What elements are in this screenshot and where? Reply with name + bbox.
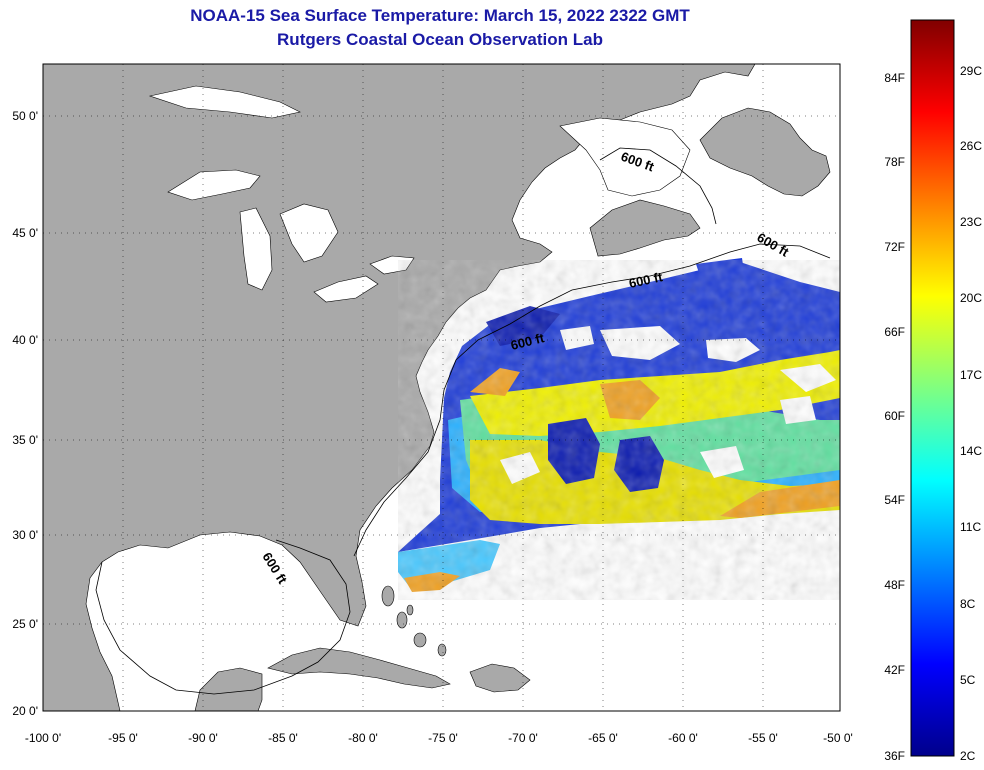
map-subtitle: Rutgers Coastal Ocean Observation Lab — [277, 30, 603, 49]
colorbar-c-label: 8C — [960, 597, 976, 611]
colorbar-fahrenheit-labels: 36F 42F 48F 54F 60F 66F 72F 78F 84F — [884, 71, 905, 763]
lon-tick-label: -55 0' — [748, 731, 778, 745]
colorbar-c-label: 23C — [960, 215, 982, 229]
colorbar-c-label: 14C — [960, 444, 982, 458]
colorbar — [910, 19, 955, 757]
lon-tick-label: -70 0' — [508, 731, 538, 745]
colorbar-f-label: 66F — [884, 325, 905, 339]
colorbar-f-label: 42F — [884, 663, 905, 677]
colorbar-f-label: 78F — [884, 155, 905, 169]
lon-tick-label: -65 0' — [588, 731, 618, 745]
colorbar-f-label: 84F — [884, 71, 905, 85]
lat-tick-label: 40 0' — [12, 333, 38, 347]
lat-tick-label: 20 0' — [12, 704, 38, 718]
colorbar-c-label: 11C — [960, 520, 981, 534]
lon-tick-label: -95 0' — [108, 731, 138, 745]
lon-tick-label: -100 0' — [25, 731, 61, 745]
bahamas-islands — [381, 585, 447, 657]
land-newfoundland — [699, 107, 831, 197]
lat-tick-label: 45 0' — [12, 226, 38, 240]
colorbar-f-label: 36F — [884, 749, 905, 763]
lat-tick-label: 35 0' — [12, 433, 38, 447]
lat-lon-grid — [43, 64, 840, 711]
lon-tick-label: -80 0' — [348, 731, 378, 745]
colorbar-f-label: 72F — [884, 240, 905, 254]
map-title: NOAA-15 Sea Surface Temperature: March 1… — [190, 6, 690, 25]
colorbar-f-label: 48F — [884, 578, 905, 592]
lat-axis: 20 0' 25 0' 30 0' 35 0' 40 0' 45 0' 50 0… — [12, 109, 38, 718]
isobath-label-georges: 600 ft — [628, 269, 665, 291]
land-nova-scotia — [589, 199, 701, 257]
land-hispaniola — [469, 663, 531, 693]
lat-tick-label: 50 0' — [12, 109, 38, 123]
colorbar-c-label: 20C — [960, 291, 982, 305]
colorbar-f-label: 60F — [884, 409, 905, 423]
lon-tick-label: -85 0' — [268, 731, 298, 745]
colorbar-c-label: 2C — [960, 749, 976, 763]
lon-tick-label: -50 0' — [823, 731, 853, 745]
lon-tick-label: -60 0' — [668, 731, 698, 745]
colorbar-c-label: 5C — [960, 673, 976, 687]
plot-frame — [42, 63, 841, 712]
lat-tick-label: 30 0' — [12, 528, 38, 542]
colorbar-c-label: 26C — [960, 139, 982, 153]
colorbar-celsius-labels: 2C 5C 8C 11C 14C 17C 20C 23C 26C 29C — [960, 64, 982, 763]
land-yucatan — [194, 667, 263, 711]
lon-tick-label: -90 0' — [188, 731, 218, 745]
lon-axis: -100 0' -95 0' -90 0' -85 0' -80 0' -75 … — [25, 731, 853, 745]
lon-tick-label: -75 0' — [428, 731, 458, 745]
sst-swath — [398, 258, 840, 600]
colorbar-c-label: 29C — [960, 64, 982, 78]
isobath-600ft — [95, 147, 831, 695]
land-cuba — [267, 647, 451, 689]
gulf-st-lawrence — [559, 117, 691, 197]
colorbar-c-label: 17C — [960, 368, 982, 382]
lat-tick-label: 25 0' — [12, 617, 38, 631]
colorbar-f-label: 54F — [884, 493, 905, 507]
